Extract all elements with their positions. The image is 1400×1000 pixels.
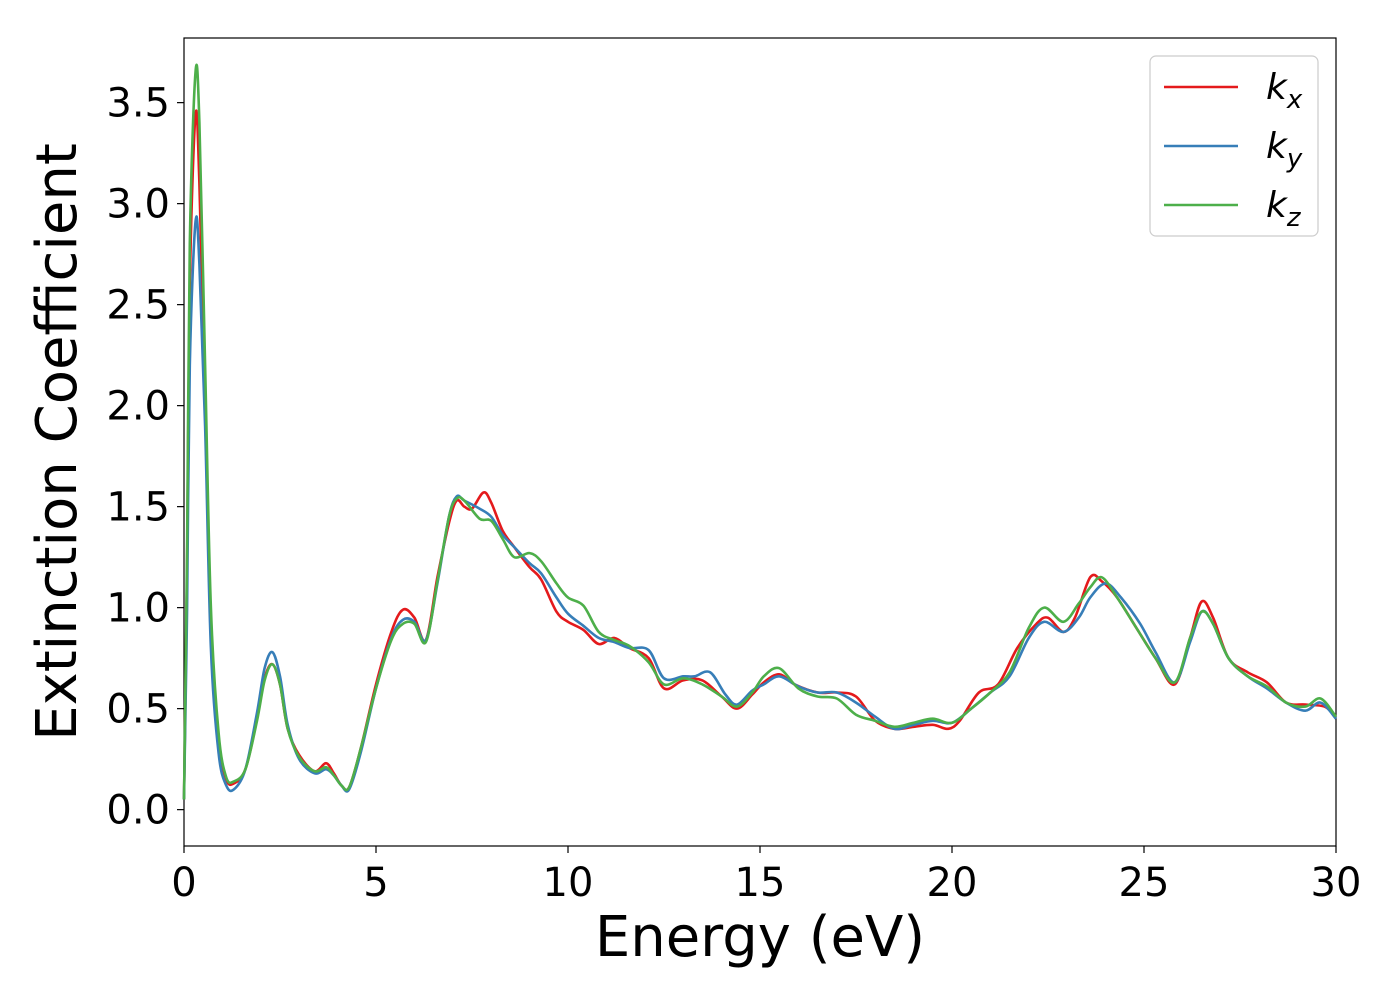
y-tick-label: 3.5 bbox=[106, 81, 170, 127]
x-axis: 0 5 10 15 20 25 30 bbox=[171, 846, 1361, 906]
series-ky-line bbox=[182, 215, 1337, 800]
legend-label: kz bbox=[1266, 185, 1302, 233]
series-kz-line bbox=[182, 63, 1338, 800]
x-tick-label: 5 bbox=[363, 860, 388, 906]
y-tick-label: 0.5 bbox=[106, 687, 170, 733]
y-axis: 0.0 0.5 1.0 1.5 2.0 2.5 3.0 3.5 bbox=[106, 81, 184, 834]
x-tick-label: 30 bbox=[1311, 860, 1362, 906]
x-axis-title: Energy (eV) bbox=[595, 905, 925, 970]
y-tick-label: 2.0 bbox=[106, 384, 170, 430]
y-tick-label: 3.0 bbox=[106, 182, 170, 228]
legend-entry-ky: ky bbox=[1164, 126, 1303, 174]
x-tick-label: 25 bbox=[1119, 860, 1170, 906]
y-tick-label: 1.0 bbox=[106, 586, 170, 632]
y-tick-label: 2.5 bbox=[106, 283, 170, 329]
legend-label: ky bbox=[1266, 126, 1303, 174]
y-tick-label: 0.0 bbox=[106, 788, 170, 834]
legend: kx ky kz bbox=[1149, 55, 1319, 237]
x-tick-label: 10 bbox=[543, 860, 594, 906]
legend-entry-kx: kx bbox=[1164, 67, 1303, 115]
x-tick-label: 15 bbox=[735, 860, 786, 906]
x-tick-label: 0 bbox=[171, 860, 196, 906]
legend-label: kx bbox=[1266, 67, 1303, 115]
y-tick-label: 1.5 bbox=[106, 485, 170, 531]
y-axis-title: Extinction Coefficient bbox=[25, 143, 90, 741]
x-tick-label: 20 bbox=[927, 860, 978, 906]
series-layer bbox=[182, 63, 1338, 800]
legend-entry-kz: kz bbox=[1164, 185, 1302, 233]
